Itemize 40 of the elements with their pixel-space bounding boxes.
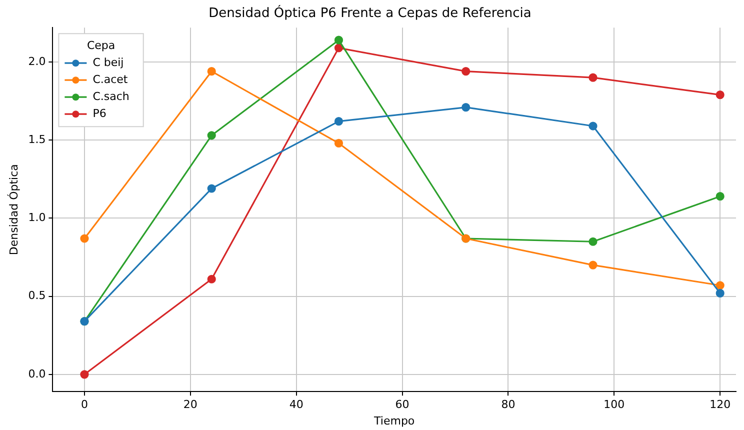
legend-label: C.sach (92, 90, 130, 103)
y-tick-label: 0.5 (28, 289, 46, 302)
point (207, 184, 216, 193)
point (207, 274, 216, 284)
chart-title: Densidad Óptica P6 Frente a Cepas de Referencia (208, 4, 532, 22)
point (334, 117, 344, 126)
y-tick-label: 1.0 (28, 211, 46, 224)
legend-title: Cepa (86, 38, 116, 52)
y-axis-title: Densidad Óptica (6, 164, 20, 256)
y-tick-label: 0.0 (28, 367, 46, 380)
point (588, 122, 598, 130)
point (588, 237, 598, 246)
x-tick-label: 20 (183, 398, 198, 412)
x-tick-label: 0 (80, 398, 88, 412)
x-tick-label: 60 (395, 398, 410, 412)
x-tick-label: 80 (501, 398, 516, 412)
point (462, 67, 470, 76)
point (588, 73, 598, 82)
point (207, 67, 216, 76)
point (80, 234, 89, 243)
x-tick-label: 40 (289, 398, 304, 412)
point (588, 260, 598, 270)
legend-label: P6 (92, 106, 106, 120)
point (716, 90, 724, 100)
x-axis-title: Tiempo (373, 414, 415, 428)
point (462, 102, 470, 112)
x-tick-label: 120 (710, 398, 731, 412)
x-tick-label: 100 (604, 398, 625, 412)
legend-label: C.acet (92, 72, 128, 86)
point (716, 288, 724, 298)
point (716, 192, 724, 201)
y-tick-label: 2.0 (28, 54, 46, 68)
point (334, 44, 344, 52)
point (334, 138, 344, 148)
point (716, 281, 724, 290)
point (80, 370, 89, 379)
point (334, 36, 344, 44)
point (207, 131, 216, 140)
legend-label: C beij (92, 56, 124, 69)
y-tick-label: 1.5 (28, 132, 46, 146)
